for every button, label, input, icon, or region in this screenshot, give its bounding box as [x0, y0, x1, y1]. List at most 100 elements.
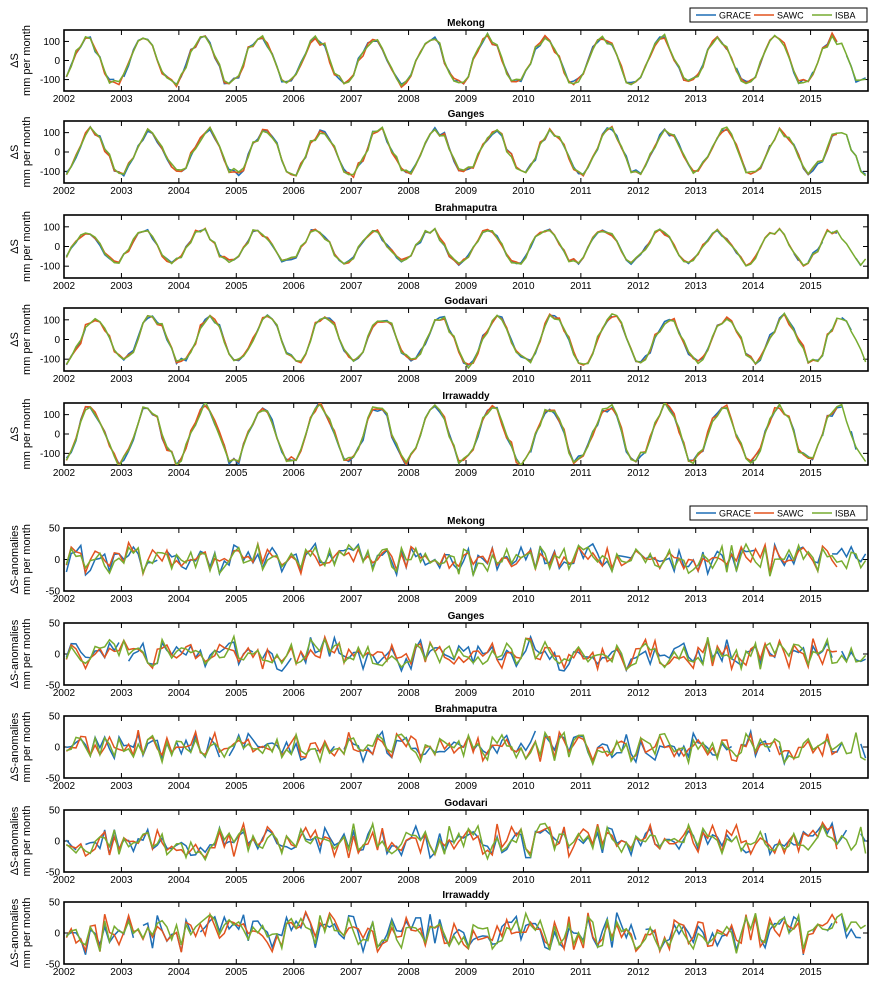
- y-axis-label-unit: mm per month: [21, 806, 33, 877]
- panel-title: Brahmaputra: [435, 704, 498, 715]
- x-tick-label: 2008: [397, 186, 420, 197]
- plot-frame: [63, 809, 869, 873]
- x-tick-label: 2010: [512, 594, 535, 605]
- y-axis-label: ΔS: [9, 53, 21, 68]
- series-line-isba: [65, 821, 867, 862]
- x-tick-label: 2014: [742, 94, 765, 105]
- y-axis-label-unit: mm per month: [21, 304, 33, 375]
- x-tick-label: 2012: [627, 374, 650, 385]
- y-axis-label-unit: mm per month: [21, 898, 33, 969]
- x-tick-label: 2014: [742, 468, 765, 479]
- y-axis-label: ΔS-anomalies: [9, 619, 21, 688]
- x-tick-label: 2005: [225, 688, 248, 699]
- x-tick-label: 2005: [225, 875, 248, 886]
- x-tick-label: 2011: [570, 781, 592, 792]
- x-tick-label: 2013: [685, 374, 708, 385]
- series-line-sawc: [65, 729, 838, 763]
- x-tick-label: 2011: [570, 281, 592, 292]
- x-tick-label: 2009: [455, 594, 478, 605]
- y-axis-label: ΔS-anomalies: [9, 898, 21, 967]
- y-axis-label-unit: mm per month: [21, 117, 33, 188]
- legend-label-isba: ISBA: [835, 11, 856, 21]
- legend-box: [689, 505, 868, 521]
- y-axis-label-unit: mm per month: [21, 211, 33, 282]
- x-tick-label: 2015: [799, 281, 822, 292]
- panel-7: Brahmaputra ΔS-anomalies mm per month -50 0 5…: [9, 704, 869, 792]
- x-tick-label: 2008: [397, 594, 420, 605]
- x-tick-label: 2014: [742, 281, 765, 292]
- x-tick-label: 2007: [340, 594, 363, 605]
- x-tick-label: 2005: [225, 594, 248, 605]
- legend-label-sawc: SAWC: [777, 509, 804, 519]
- x-tick-label: 2008: [397, 281, 420, 292]
- x-tick-label: 2013: [685, 94, 708, 105]
- x-tick-label: 2003: [110, 186, 133, 197]
- y-tick-label: -50: [46, 774, 61, 785]
- x-tick-label: 2002: [53, 374, 76, 385]
- x-tick-label: 2010: [512, 186, 535, 197]
- x-tick-label: 2015: [799, 468, 822, 479]
- x-tick-label: 2011: [570, 875, 592, 886]
- y-tick-label: 100: [43, 37, 60, 48]
- x-tick-label: 2013: [685, 688, 708, 699]
- y-tick-label: 50: [49, 524, 61, 535]
- x-tick-label: 2003: [110, 94, 133, 105]
- x-tick-label: 2006: [283, 875, 306, 886]
- x-tick-label: 2003: [110, 781, 133, 792]
- x-tick-label: 2006: [283, 967, 306, 978]
- y-tick-label: -100: [40, 449, 60, 460]
- x-tick-label: 2008: [397, 875, 420, 886]
- x-tick-label: 2005: [225, 94, 248, 105]
- x-tick-label: 2011: [570, 967, 592, 978]
- y-tick-label: 0: [54, 650, 60, 661]
- y-tick-label: 100: [43, 222, 60, 233]
- x-tick-label: 2009: [455, 781, 478, 792]
- y-axis-label-unit: mm per month: [21, 399, 33, 470]
- x-tick-label: 2004: [168, 281, 191, 292]
- y-axis-label-unit: mm per month: [21, 619, 33, 690]
- x-tick-label: 2005: [225, 967, 248, 978]
- x-tick-label: 2011: [570, 688, 592, 699]
- x-tick-label: 2007: [340, 281, 363, 292]
- x-tick-label: 2009: [455, 468, 478, 479]
- x-tick-label: 2006: [283, 594, 306, 605]
- series-line-isba: [65, 227, 867, 267]
- x-tick-label: 2014: [742, 781, 765, 792]
- x-tick-label: 2012: [627, 594, 650, 605]
- x-tick-label: 2005: [225, 281, 248, 292]
- x-tick-label: 2006: [283, 781, 306, 792]
- x-tick-label: 2006: [283, 468, 306, 479]
- panel-0: Mekong ΔS mm per month -100 0 100 2002 2003 2004…: [9, 7, 869, 105]
- x-tick-label: 2007: [340, 688, 363, 699]
- panel-9: Irrawaddy ΔS-anomalies mm per month -50 0 50 2…: [9, 890, 869, 978]
- y-axis-label: ΔS-anomalies: [9, 525, 21, 594]
- x-tick-label: 2013: [685, 594, 708, 605]
- y-tick-label: -50: [46, 681, 61, 692]
- panel-1: Ganges ΔS mm per month -100 0 100 2002 2003 2004…: [9, 109, 869, 197]
- x-tick-label: 2009: [455, 967, 478, 978]
- x-tick-label: 2006: [283, 281, 306, 292]
- x-tick-label: 2013: [685, 468, 708, 479]
- legend-label-grace: GRACE: [719, 509, 751, 519]
- x-tick-label: 2007: [340, 781, 363, 792]
- series-line-isba: [65, 633, 867, 672]
- y-tick-label: 0: [54, 56, 60, 67]
- y-axis-label-unit: mm per month: [21, 524, 33, 595]
- series-line-isba: [65, 910, 867, 954]
- y-tick-label: 50: [49, 619, 61, 630]
- panel-5: Mekong ΔS-anomalies mm per month -50 0 50 2002…: [9, 505, 869, 605]
- x-tick-label: 2008: [397, 374, 420, 385]
- panel-title: Mekong: [447, 18, 485, 29]
- x-tick-label: 2010: [512, 967, 535, 978]
- legend-box: [689, 7, 868, 23]
- x-tick-label: 2011: [570, 94, 592, 105]
- x-tick-label: 2008: [397, 967, 420, 978]
- y-axis-label: ΔS: [9, 239, 21, 254]
- y-tick-label: -100: [40, 355, 60, 366]
- legend-label-isba: ISBA: [835, 509, 856, 519]
- x-tick-label: 2015: [799, 374, 822, 385]
- x-tick-label: 2012: [627, 94, 650, 105]
- y-tick-label: 0: [54, 743, 60, 754]
- x-tick-label: 2013: [685, 281, 708, 292]
